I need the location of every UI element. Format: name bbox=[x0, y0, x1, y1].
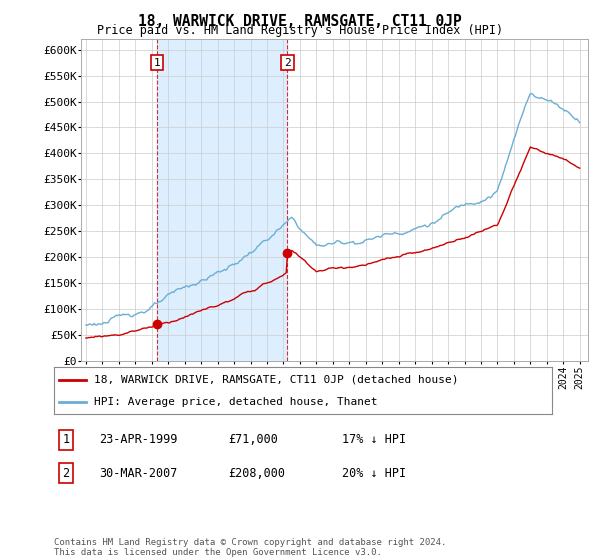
Text: Contains HM Land Registry data © Crown copyright and database right 2024.
This d: Contains HM Land Registry data © Crown c… bbox=[54, 538, 446, 557]
Text: Price paid vs. HM Land Registry's House Price Index (HPI): Price paid vs. HM Land Registry's House … bbox=[97, 24, 503, 37]
Text: £208,000: £208,000 bbox=[228, 466, 285, 480]
Text: 20% ↓ HPI: 20% ↓ HPI bbox=[342, 466, 406, 480]
Text: 30-MAR-2007: 30-MAR-2007 bbox=[99, 466, 178, 480]
Text: 17% ↓ HPI: 17% ↓ HPI bbox=[342, 433, 406, 446]
Text: £71,000: £71,000 bbox=[228, 433, 278, 446]
Text: 1: 1 bbox=[154, 58, 160, 68]
Text: 18, WARWICK DRIVE, RAMSGATE, CT11 0JP (detached house): 18, WARWICK DRIVE, RAMSGATE, CT11 0JP (d… bbox=[94, 375, 458, 385]
Text: 18, WARWICK DRIVE, RAMSGATE, CT11 0JP: 18, WARWICK DRIVE, RAMSGATE, CT11 0JP bbox=[138, 14, 462, 29]
Text: HPI: Average price, detached house, Thanet: HPI: Average price, detached house, Than… bbox=[94, 396, 377, 407]
Bar bbox=[157, 39, 287, 361]
Text: 1: 1 bbox=[62, 433, 70, 446]
Text: 2: 2 bbox=[62, 466, 70, 480]
Text: 2: 2 bbox=[284, 58, 291, 68]
Text: 23-APR-1999: 23-APR-1999 bbox=[99, 433, 178, 446]
